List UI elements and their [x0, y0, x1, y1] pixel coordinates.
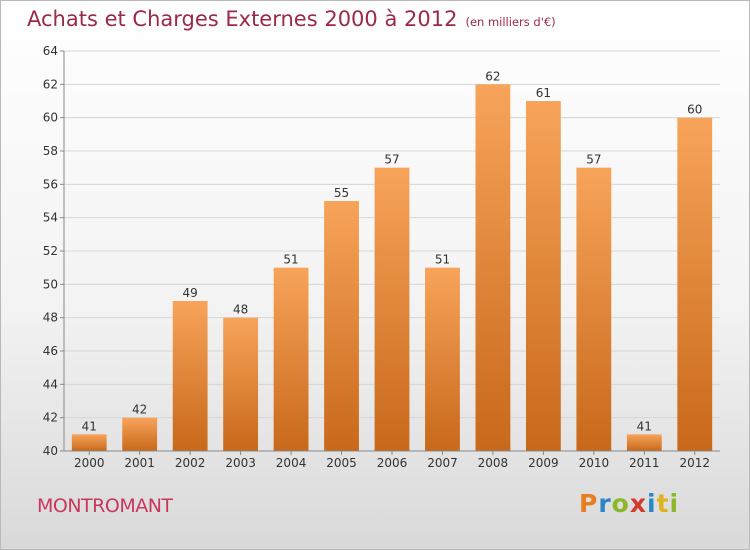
x-tick-label-2008: 2008	[478, 456, 509, 470]
y-tick-label: 52	[43, 244, 58, 258]
logo-letter: x	[629, 489, 647, 518]
y-tick-label: 64	[43, 44, 58, 58]
bar-2006	[374, 167, 410, 451]
logo-letter: r	[598, 489, 612, 518]
x-tick-label-2012: 2012	[679, 456, 710, 470]
y-tick-label: 40	[43, 444, 58, 458]
proxiti-logo: Proxiti	[579, 489, 679, 518]
data-labels: 41 42 49 48 51 55 57 51 62 61 57 41 60	[82, 69, 703, 433]
bar-2007	[425, 267, 460, 451]
data-label-2012: 60	[687, 103, 702, 117]
data-label-2000: 41	[82, 419, 97, 433]
y-tick-label: 56	[43, 177, 58, 191]
location-name: MONTROMANT	[37, 495, 173, 517]
x-tick-label-2010: 2010	[579, 456, 610, 470]
data-label-2010: 57	[586, 153, 601, 167]
y-tick-label: 42	[43, 411, 58, 425]
axes	[63, 51, 720, 452]
data-label-2006: 57	[384, 153, 399, 167]
y-tick-label: 48	[43, 311, 58, 325]
bar-2004	[273, 267, 309, 451]
bar-2005	[324, 201, 359, 451]
data-label-2008: 62	[485, 69, 500, 83]
data-label-2003: 48	[233, 303, 248, 317]
data-label-2009: 61	[536, 86, 551, 100]
bar-2001	[122, 417, 158, 451]
x-tick-label-2003: 2003	[225, 456, 256, 470]
logo-letter: P	[579, 489, 599, 518]
x-tick-label-2002: 2002	[175, 456, 206, 470]
data-label-2007: 51	[435, 253, 450, 267]
x-tick-label-2009: 2009	[528, 456, 559, 470]
chart-title: Achats et Charges Externes 2000 à 2012 (e…	[27, 7, 556, 31]
bar-2000	[71, 434, 107, 451]
data-label-2005: 55	[334, 186, 349, 200]
x-tick-label-2007: 2007	[427, 456, 458, 470]
logo-letter: t	[656, 489, 670, 518]
x-tick-label-2001: 2001	[124, 456, 155, 470]
bar-2011	[626, 434, 662, 451]
data-label-2004: 51	[283, 253, 298, 267]
x-tick-labels: 2000 2001 2002 2003 2004 2005 2006 2007 2008 2009…	[74, 456, 710, 470]
logo-letter: i	[647, 489, 657, 518]
data-label-2011: 41	[637, 419, 652, 433]
bar-2009	[525, 101, 561, 451]
bar-2010	[576, 167, 612, 451]
bar-2002	[172, 301, 208, 451]
x-tick-label-2000: 2000	[74, 456, 105, 470]
logo-letter: o	[611, 489, 630, 518]
y-tick-label: 46	[43, 344, 58, 358]
chart-title-text: Achats et Charges Externes 2000 à 2012	[27, 7, 458, 31]
x-tick-label-2004: 2004	[276, 456, 307, 470]
data-label-2001: 42	[132, 403, 147, 417]
bars	[71, 84, 713, 455]
y-tick-label: 44	[43, 377, 58, 391]
x-tick-label-2011: 2011	[629, 456, 660, 470]
x-tick-label-2005: 2005	[326, 456, 357, 470]
bar-2008	[475, 84, 511, 451]
bar-2003	[223, 317, 259, 451]
bar-2012	[677, 117, 713, 452]
y-tick-label: 50	[43, 277, 58, 291]
logo-letter: i	[669, 489, 680, 518]
chart-subtitle: (en milliers d'€)	[465, 15, 556, 29]
y-tick-label: 54	[43, 211, 58, 225]
y-tick-labels: 40 42 44 46 48 50 52 54 56 58 60 62 64	[43, 44, 58, 458]
x-tick-label-2006: 2006	[377, 456, 408, 470]
y-tick-label: 62	[43, 77, 58, 91]
y-tick-label: 60	[43, 111, 58, 125]
data-label-2002: 49	[183, 286, 198, 300]
y-tick-label: 58	[43, 144, 58, 158]
